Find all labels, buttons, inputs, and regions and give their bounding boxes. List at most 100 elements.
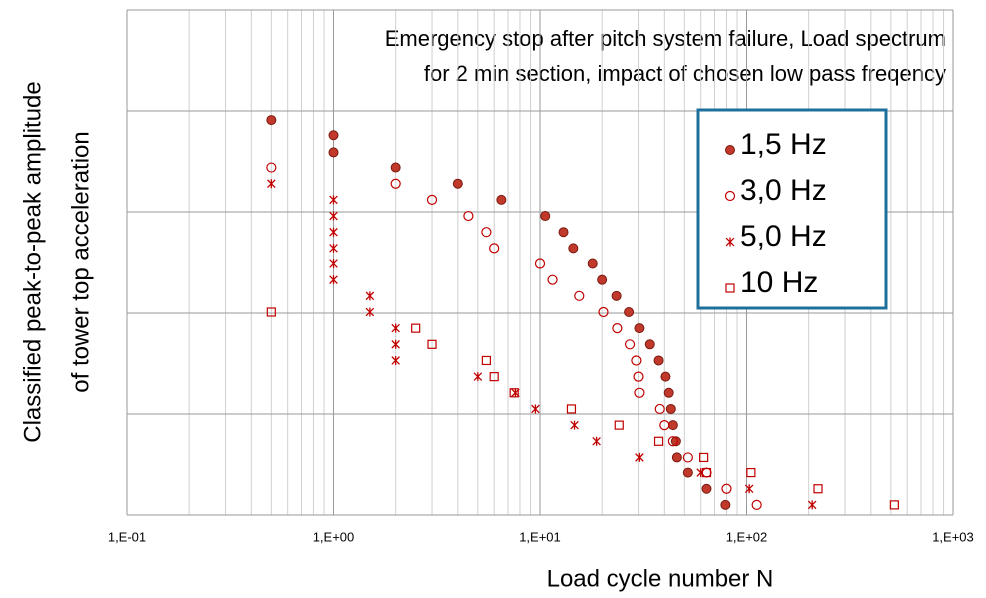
point <box>624 306 635 317</box>
legend-marker <box>724 190 736 202</box>
point <box>751 499 762 510</box>
point <box>365 307 375 317</box>
point <box>744 484 754 494</box>
point <box>611 290 622 301</box>
point <box>390 178 401 189</box>
point <box>701 483 712 494</box>
point <box>597 274 608 285</box>
point <box>426 194 438 205</box>
legend-label: 3,0 Hz <box>740 174 827 207</box>
point <box>391 323 400 333</box>
point <box>807 500 817 510</box>
point <box>481 227 492 238</box>
point <box>624 339 636 350</box>
point <box>654 403 665 415</box>
point <box>635 452 644 462</box>
point <box>701 467 712 478</box>
point <box>540 211 551 222</box>
series <box>266 307 899 510</box>
point <box>473 372 483 382</box>
legend-label: 1,5 Hz <box>740 128 827 161</box>
point <box>266 162 277 173</box>
point <box>509 388 519 398</box>
point <box>266 115 277 126</box>
series <box>266 162 762 510</box>
point <box>660 371 671 382</box>
point <box>587 258 598 269</box>
point <box>667 420 678 431</box>
point <box>329 259 338 269</box>
point <box>534 258 546 269</box>
point <box>721 483 732 494</box>
point <box>568 243 579 254</box>
point <box>266 307 276 317</box>
point <box>329 275 338 285</box>
x-tick-label: 1,E+03 <box>932 529 974 544</box>
point <box>598 306 609 318</box>
legend: 1,5 Hz 3,0 Hz 5,0 Hz 10 Hz <box>696 108 888 310</box>
point <box>659 420 670 431</box>
y-axis-label: of tower top acceleration <box>67 131 94 392</box>
point <box>489 372 499 382</box>
point <box>813 484 823 494</box>
point <box>653 436 664 446</box>
point <box>889 500 899 510</box>
point <box>329 243 338 253</box>
point <box>699 452 709 463</box>
point <box>644 339 655 350</box>
point <box>634 323 645 334</box>
legend-marker <box>725 237 735 247</box>
point <box>614 420 624 430</box>
legend-box <box>696 108 888 310</box>
point <box>671 452 682 463</box>
point <box>481 355 491 366</box>
chart-title: for 2 min section, impact of chosen low … <box>424 61 946 86</box>
legend-marker <box>725 145 735 155</box>
point <box>634 387 645 398</box>
point <box>746 467 756 478</box>
point <box>682 467 693 478</box>
point <box>653 355 664 366</box>
point <box>592 436 601 446</box>
point <box>452 178 463 189</box>
point <box>612 323 623 334</box>
point <box>574 290 585 301</box>
point <box>391 339 400 349</box>
legend-label: 10 Hz <box>740 266 818 299</box>
point <box>496 194 507 205</box>
x-tick-label: 1,E+01 <box>519 529 561 544</box>
point <box>547 274 558 285</box>
point <box>411 323 421 333</box>
point <box>267 179 276 189</box>
point <box>670 436 681 447</box>
point <box>365 291 375 301</box>
series <box>267 179 817 510</box>
point <box>391 355 400 365</box>
x-tick-label: 1,E+02 <box>726 529 768 544</box>
point <box>427 339 437 349</box>
point <box>720 499 731 510</box>
point <box>633 371 644 382</box>
point <box>631 355 642 366</box>
point <box>328 130 339 141</box>
point <box>531 404 540 414</box>
point <box>390 162 401 173</box>
point <box>665 403 676 414</box>
point <box>328 147 339 158</box>
y-axis-label: Classified peak-to-peak amplitude <box>19 81 46 443</box>
point <box>329 211 338 221</box>
chart-title: Emergency stop after pitch system failur… <box>385 26 946 51</box>
point <box>667 436 678 447</box>
point <box>696 468 705 478</box>
x-axis-label: Load cycle number N <box>547 565 774 592</box>
point <box>489 243 500 254</box>
point <box>570 420 579 430</box>
point <box>566 404 577 414</box>
point <box>682 452 693 463</box>
point <box>329 195 338 205</box>
point <box>663 387 674 398</box>
x-tick-label: 1,E-01 <box>108 529 146 544</box>
x-tick-label: 1,E+00 <box>313 529 355 544</box>
point <box>329 227 338 237</box>
